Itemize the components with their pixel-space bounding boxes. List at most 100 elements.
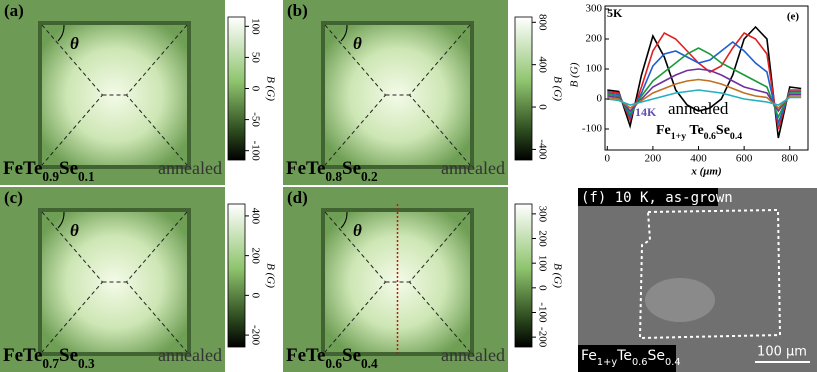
colorbar-tick-label: 400 <box>249 208 261 225</box>
dashed-diagonals <box>41 211 188 353</box>
note: annealed <box>441 158 505 178</box>
note: annealed <box>441 345 505 365</box>
note: annealed <box>158 345 222 365</box>
dashed-diagonals <box>324 211 471 353</box>
y-tick-label: -100 <box>582 123 603 135</box>
formula-part: 0.4 <box>730 131 742 142</box>
panel-label: (f) 10 K, as-grown <box>581 190 733 206</box>
angle-label: θ <box>353 34 362 53</box>
formula-part: Se <box>342 345 361 366</box>
series-line <box>607 40 802 126</box>
formula-part: 0.6 <box>704 131 716 142</box>
colorbar-tick-label: 0 <box>249 86 261 92</box>
formula-part: FeTe <box>286 158 325 179</box>
plot-frame <box>604 5 809 151</box>
series-line <box>607 89 802 106</box>
y-tick-label: 200 <box>586 33 603 45</box>
colorbar-tick-label: -100 <box>536 302 548 323</box>
colorbar-label: B (G) <box>551 76 563 101</box>
dashed-diagonals <box>41 24 188 166</box>
formula-part: 0.8 <box>325 169 342 184</box>
formula-part: 0.4 <box>665 357 681 368</box>
sample <box>325 25 470 165</box>
colorbar-tick-label: 200 <box>249 247 261 264</box>
label-box <box>578 188 718 206</box>
sample <box>42 212 187 352</box>
dashed-diagonals <box>324 24 471 166</box>
colorbar-tick-label: 100 <box>249 18 261 35</box>
y-tick-label: 0 <box>597 93 603 105</box>
formula: FeTe0.7Se0.3 <box>3 345 95 370</box>
angle-arc <box>340 24 348 42</box>
angle-label: θ <box>70 221 79 240</box>
y-tick-label: 100 <box>586 63 603 75</box>
colorbar <box>514 203 533 348</box>
colorbar-label: B (G) <box>551 263 563 288</box>
formula: Fe1+y Te0.6Se0.4 <box>656 123 742 142</box>
formula-part: Se <box>59 158 78 179</box>
formula-part: Se <box>648 348 666 364</box>
colorbar-tick-label: 300 <box>536 206 548 223</box>
formula-part: Se <box>716 123 730 138</box>
formula: FeTe0.9Se0.1 <box>3 158 95 183</box>
formula-part: 0.3 <box>78 356 95 371</box>
y-axis-label: B (G) <box>569 62 581 87</box>
colorbar <box>227 203 246 348</box>
colorbar-tick-label: 0 <box>536 104 548 110</box>
colorbar-tick-label: -50 <box>249 112 261 127</box>
x-tick-label: 400 <box>690 153 707 165</box>
formula: FeTe0.6Se0.4 <box>286 345 378 370</box>
angle-arc <box>57 211 65 229</box>
y-tick-label: 300 <box>586 3 603 15</box>
colorbar-tick-label: 100 <box>536 255 548 272</box>
formula-part: Te <box>686 123 704 138</box>
colorbar <box>514 16 533 161</box>
formula-part: 1+y <box>597 357 617 368</box>
formula-part: Te <box>616 348 632 364</box>
series-line <box>607 25 802 139</box>
panel-label: (c) <box>4 188 23 207</box>
formula: Fe1+yTe0.6Se0.4 <box>581 348 681 368</box>
formula-part: 0.6 <box>325 356 342 371</box>
label-box <box>782 8 804 26</box>
formula-part: 0.6 <box>632 357 648 368</box>
x-tick-label: 800 <box>782 153 799 165</box>
formula-part: Fe <box>656 123 671 138</box>
colorbar-tick-label: -200 <box>249 325 261 346</box>
panel-label: (b) <box>287 1 308 20</box>
colorbar-tick-label: 50 <box>249 52 261 64</box>
angle-label: θ <box>353 221 362 240</box>
formula-part: FeTe <box>286 345 325 366</box>
formula-part: 0.9 <box>42 169 59 184</box>
angle-label: θ <box>70 34 79 53</box>
formula-part: 0.4 <box>361 356 378 371</box>
annotation: annealed <box>668 99 729 118</box>
formula: FeTe0.8Se0.2 <box>286 158 378 183</box>
annotation: 14K <box>635 105 657 119</box>
angle-arc <box>57 24 65 42</box>
formula-part: FeTe <box>3 158 42 179</box>
formula-part: Fe <box>581 348 597 364</box>
panel-label: (e) <box>787 11 800 23</box>
note: annealed <box>158 158 222 178</box>
series-line <box>607 47 802 120</box>
colorbar-tick-label: 200 <box>536 230 548 247</box>
panel-label: (d) <box>287 188 308 207</box>
x-tick-label: 600 <box>736 153 753 165</box>
sample <box>42 25 187 165</box>
x-tick-label: 0 <box>605 153 611 165</box>
formula-part: FeTe <box>3 345 42 366</box>
panel-label: (a) <box>4 1 24 20</box>
colorbar-tick-label: 0 <box>249 293 261 299</box>
angle-arc <box>340 211 348 229</box>
x-axis-label: x (μm) <box>690 166 721 178</box>
formula-part: 0.1 <box>78 169 95 184</box>
x-tick-label: 200 <box>645 153 662 165</box>
colorbar-tick-label: -100 <box>249 141 261 162</box>
formula-part: Se <box>342 158 361 179</box>
colorbar <box>227 16 246 161</box>
formula-part: 0.7 <box>42 356 59 371</box>
annotation: 5K <box>607 6 623 20</box>
colorbar-label: B (G) <box>264 263 276 288</box>
